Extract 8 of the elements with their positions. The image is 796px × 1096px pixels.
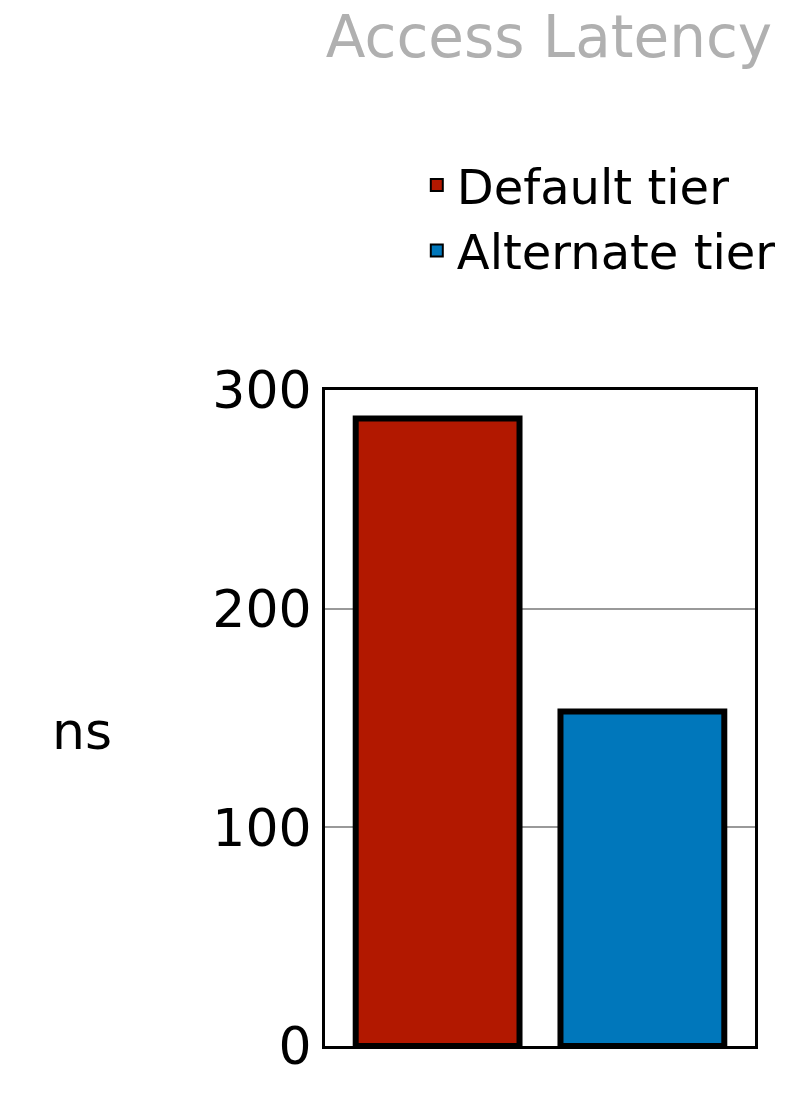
legend-label: Default tier [456, 158, 730, 215]
y-tick-label: 0 [278, 1016, 312, 1077]
y-tick-label: 100 [212, 797, 312, 858]
legend-label: Alternate tier [456, 224, 776, 281]
y-tick-label: 300 [212, 360, 312, 421]
chart-title: Access Latency [325, 3, 773, 72]
y-axis-title: ns [52, 701, 113, 761]
y-tick-label: 200 [212, 578, 312, 639]
